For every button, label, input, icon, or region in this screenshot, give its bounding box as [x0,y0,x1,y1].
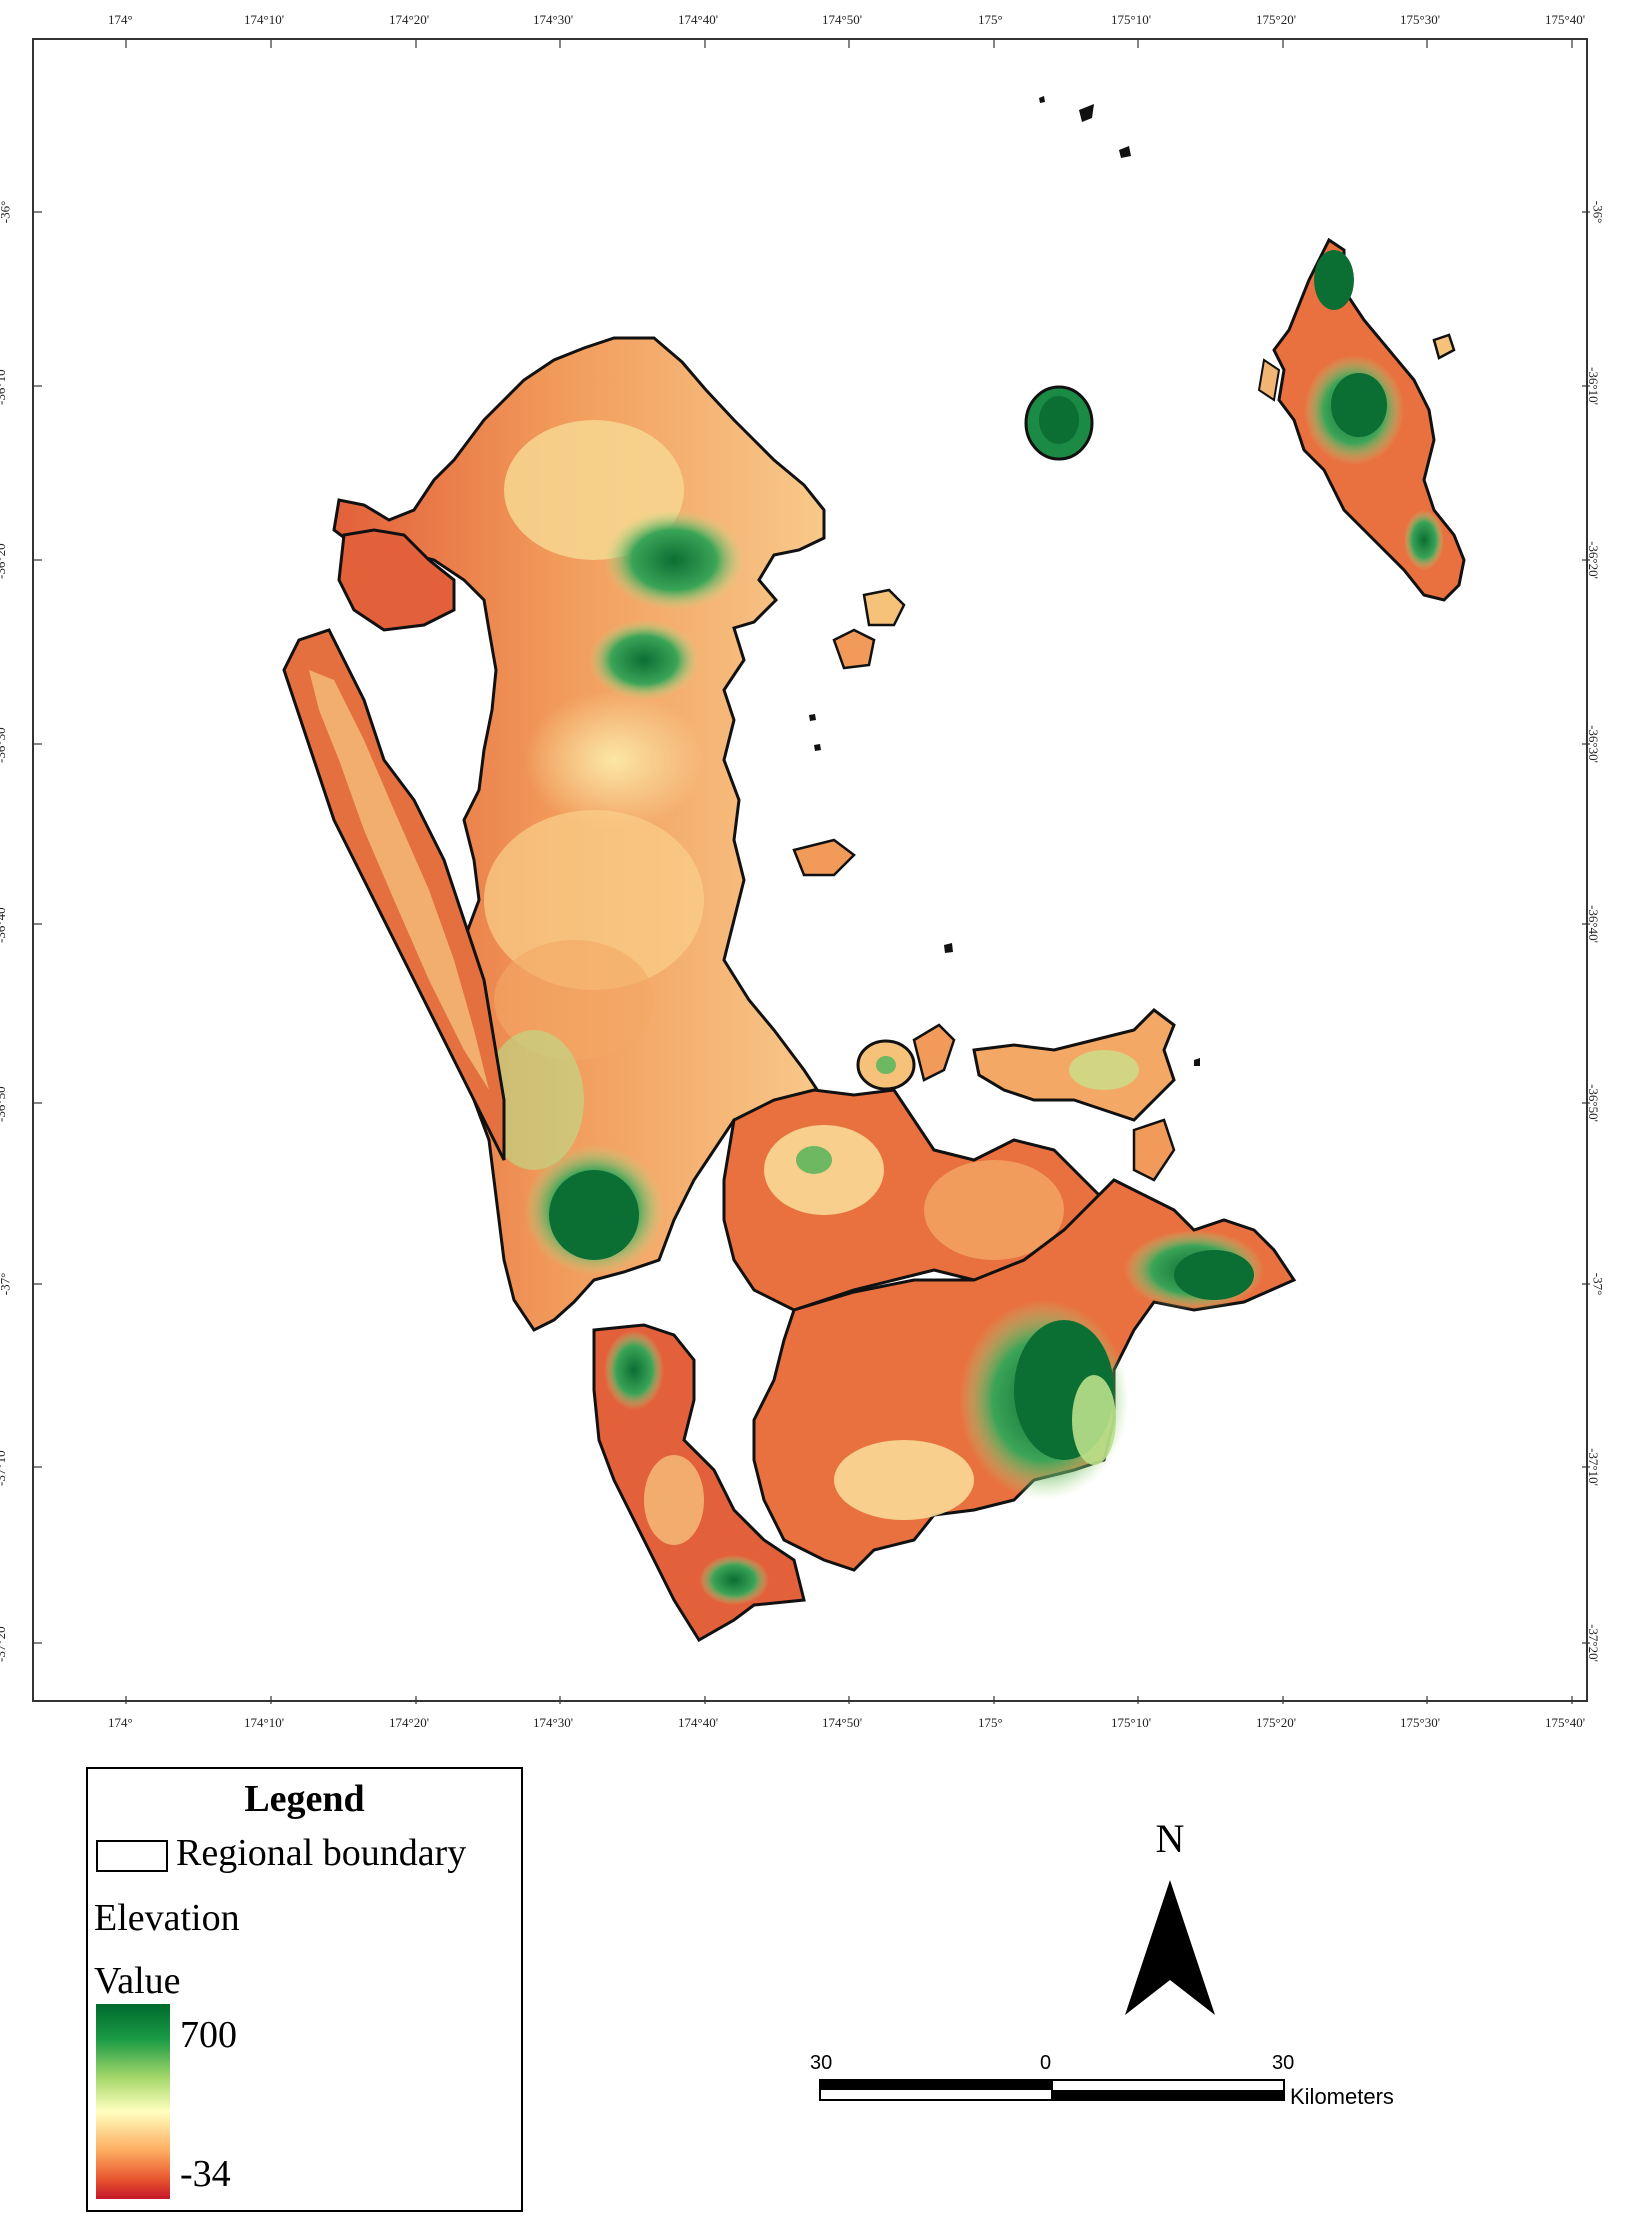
left-tick-label: -36° [0,200,13,224]
awhitu-peninsula [592,1323,806,1643]
right-tick-label: -36°10' [1585,367,1601,405]
top-tick-label: 175°10' [1111,12,1152,27]
right-axis-labels: -36° -36°10' -36°20' -36°30' -36°40' -36… [1586,0,1630,2225]
top-tick-label: 175° [978,12,1003,27]
left-tick-label: -36°20' [0,541,8,579]
left-tick-label: -36°40' [0,905,8,943]
bottom-tick-label: 174°30' [533,1715,574,1730]
right-tick-label: -36°20' [1585,541,1601,579]
top-tick-label: 175°30' [1400,12,1441,27]
rangitoto-island [856,1039,916,1091]
top-tick-label: 174°10' [244,12,285,27]
bottom-tick-label: 174°50' [822,1715,863,1730]
waiheke-island [972,1008,1176,1182]
elevation-max-value: 700 [180,2014,237,2056]
legend-title: Legend [244,1778,365,1820]
right-tick-label: -36°40' [1585,905,1601,943]
kaipara-spit [282,628,506,1161]
top-tick-label: 175°40' [1545,12,1586,27]
scale-unit-label: Kilometers [1290,2084,1394,2109]
kawau-island [832,628,876,670]
little-barrier-island [1024,385,1094,461]
elevation-min-value: -34 [180,2153,231,2195]
south-east-ranges [752,1178,1297,1572]
bottom-tick-label: 175°30' [1400,1715,1441,1730]
left-tick-label: -37° [0,1272,13,1296]
scale-mid-label: 0 [1040,2052,1052,2074]
map-frame: 174° [32,38,1590,1704]
bottom-tick-label: 175°40' [1545,1715,1586,1730]
bottom-tick-label: 175° [978,1715,1003,1730]
bottom-tick-label: 174°20' [389,1715,430,1730]
right-tick-label: -37°20' [1585,1624,1601,1662]
north-arrow-icon [1125,1880,1215,2015]
scale-bar: 30 0 30 Kilometers [810,2052,1430,2112]
bottom-tick-label: 174° [108,1715,133,1730]
north-arrow: N [1110,1815,1230,2025]
top-axis-labels: 174° 174°10' 174°20' 174°30' 174°40' 174… [0,12,1630,32]
tiritiri-island [862,588,906,627]
left-axis-labels: -36° -36°10' -36°20' -36°30' -36°40' -36… [0,0,30,2225]
map-canvas: 174° [34,40,1590,1704]
bottom-axis-labels: 174° 174°10' 174°20' 174°30' 174°40' 174… [0,1715,1630,1735]
tick-marks [34,40,1590,1704]
bottom-tick-label: 175°10' [1111,1715,1152,1730]
value-label: Value [94,1960,181,2002]
top-tick-label: 174° [108,12,133,27]
scale-left-label: 30 [810,2052,833,2074]
right-tick-label: -37°10' [1585,1448,1601,1486]
left-tick-label: -36°30' [0,725,8,763]
legend: Legend Regional boundary Elevation Value… [86,1767,523,2212]
boundary-label: Regional boundary [176,1832,467,1874]
left-tick-label: -37°20' [0,1624,8,1662]
scale-right-label: 30 [1272,2052,1295,2074]
top-tick-label: 174°20' [389,12,430,27]
top-tick-label: 174°30' [533,12,574,27]
scale-bar-graphic [819,2079,1285,2101]
top-tick-label: 174°40' [678,12,719,27]
top-tick-label: 175°20' [1256,12,1297,27]
right-tick-label: -36°50' [1585,1084,1601,1122]
bottom-tick-label: 175°20' [1256,1715,1297,1730]
north-peninsula [332,336,827,1332]
west-lobe [337,528,456,632]
rakitu-island [1432,333,1456,360]
left-tick-label: -36°50' [0,1084,8,1122]
bottom-tick-label: 174°40' [678,1715,719,1730]
boundary-swatch [96,1840,168,1872]
elevation-color-ramp [96,2004,170,2199]
motuihe-island [792,838,856,877]
elevation-label: Elevation [94,1897,240,1939]
motutapu-island [912,1023,956,1082]
right-tick-label: -36° [1590,200,1606,224]
right-tick-label: -37° [1590,1272,1606,1296]
small-islets [809,714,1200,1066]
left-tick-label: -37°10' [0,1448,8,1486]
top-tick-label: 174°50' [822,12,863,27]
great-barrier-island [1257,237,1466,602]
north-letter: N [1155,1816,1185,1861]
mokohinau-islands [1039,96,1131,158]
right-tick-label: -36°30' [1585,725,1601,763]
bottom-tick-label: 174°10' [244,1715,285,1730]
left-tick-label: -36°10' [0,367,8,405]
